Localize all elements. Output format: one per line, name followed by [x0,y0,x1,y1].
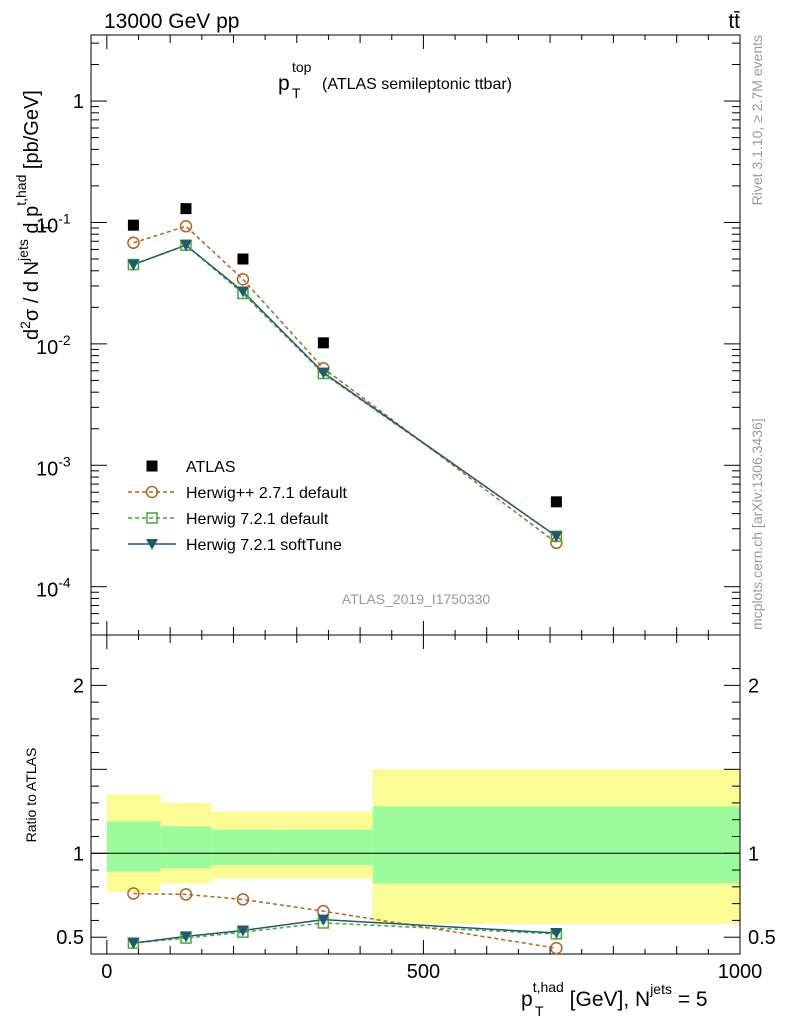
ratio-frame [90,634,741,955]
data-point [237,253,249,265]
series-point [127,236,140,250]
data-point [180,203,192,215]
x-axis-label-sub: T [535,1003,544,1019]
legend-label: Herwig 7.2.1 default [186,511,329,528]
x-axis-label: pt,had [GeV], Njets = 5 T [521,979,708,1019]
ratio-y-tick-label-right: 2 [748,675,759,697]
ratio-line [133,922,557,944]
ratio-point [236,893,250,906]
ratio-band-inner [106,821,161,872]
legend: ATLAS Herwig++ 2.7.1 default Herwig 7.2.1 … [128,459,348,554]
ratio-y-tick-label: 1 [73,843,84,865]
series-point [179,220,193,233]
ratio-y-tick-label: 0.5 [56,927,84,949]
ratio-band-inner [372,806,740,884]
x-tick-label: 500 [407,961,440,983]
data-point [317,337,329,349]
analysis-id: ATLAS_2019_I1750330 [342,591,491,607]
plot-title-rest: (ATLAS semileptonic ttbar) [322,76,512,93]
ratio-panel: 0 500 1000 0.5 0.5 1 1 2 2 Ratio to ATLAS [23,634,776,983]
series-point [236,273,250,286]
y-axis-label: d2σ / d Njets d pt,had [pb/GeV] T [13,90,55,340]
legend-marker [146,539,158,550]
ratio-point [550,941,563,955]
series-line [133,225,557,544]
y-axis-label-text: d2σ / d Njets d pt,had [pb/GeV] [13,90,43,340]
header-energy: 13000 GeV pp [104,10,239,33]
y-tick-label: 10-1 [36,210,71,237]
ratio-y-label: Ratio to ATLAS [23,748,39,843]
ratio-point [317,914,330,926]
ratio-band-inner [211,829,275,866]
legend-marker [146,460,158,472]
plot-title-main: p [278,72,290,95]
series-point [317,367,330,379]
ratio-y-tick-label: 2 [73,675,84,697]
series-point [236,286,249,298]
ratio-y-tick-label-right: 1 [748,843,759,865]
y-axis-label-sub: T [39,223,55,232]
x-axis-label-text: pt,had [GeV], Njets = 5 [521,979,708,1011]
ratio-point [179,931,192,943]
data-point [127,219,139,231]
ratio-band-inner [160,826,212,869]
rivet-label: Rivet 3.1.10, ≥ 2.7M events [749,35,765,205]
plot-title-sup: top [292,59,312,75]
x-tick-label: 0 [101,961,112,983]
y-tick-label: 1 [73,91,84,113]
series-point [550,531,563,543]
legend-label: Herwig 7.2.1 softTune [186,537,342,554]
plot-title-sub: T [292,85,301,101]
series-point [179,240,192,252]
x-tick-label: 1000 [718,961,763,983]
ratio-point [179,888,193,901]
header-process: tt̄ [728,10,740,33]
plot-title: p T top (ATLAS semileptonic ttbar) [278,59,512,101]
y-tick-label: 10-2 [36,332,71,359]
ratio-point [236,925,249,937]
series-point [127,259,140,271]
ratio-y-tick-label-right: 0.5 [748,927,776,949]
y-tick-label: 10-4 [36,575,71,602]
main-panel: 1 10-1 10-2 10-3 10-4 p T top (ATLAS semilep… [13,34,741,636]
ratio-point [127,938,140,950]
ratio-point [127,887,140,900]
legend-marker [146,512,158,524]
legend-label: ATLAS [186,459,236,476]
legend-marker [145,485,159,499]
legend-label: Herwig++ 2.7.1 default [186,485,348,502]
ratio-band-inner [274,829,373,866]
mcplots-label: mcplots.cern.ch [arXiv:1306.3436] [749,418,765,630]
data-point [550,496,562,508]
y-tick-label: 10-3 [36,453,71,480]
ratio-point [550,928,563,940]
